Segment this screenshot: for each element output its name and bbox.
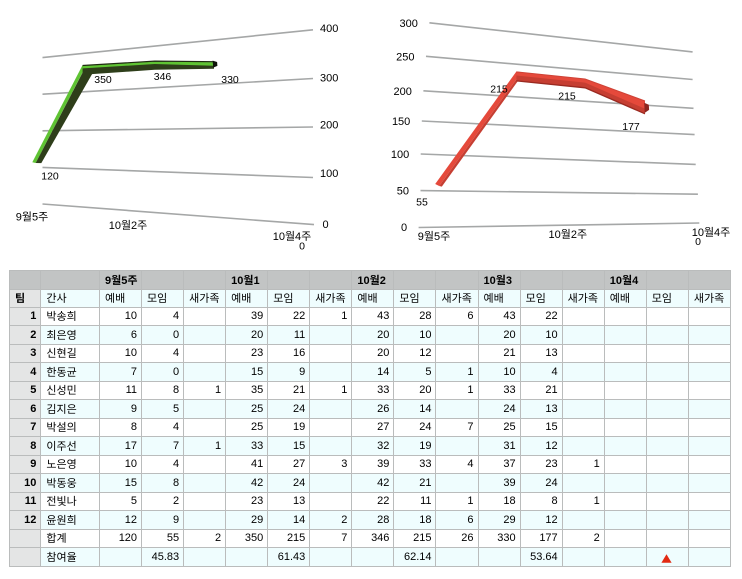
svg-text:0: 0 bbox=[323, 219, 329, 231]
svg-text:300: 300 bbox=[320, 73, 338, 85]
svg-text:215: 215 bbox=[490, 83, 508, 95]
svg-text:9월5주: 9월5주 bbox=[418, 230, 450, 243]
svg-text:9월5주: 9월5주 bbox=[16, 210, 48, 223]
svg-text:346: 346 bbox=[154, 71, 172, 83]
svg-text:150: 150 bbox=[392, 116, 410, 128]
svg-text:200: 200 bbox=[394, 86, 412, 98]
svg-text:0: 0 bbox=[695, 236, 701, 248]
svg-text:10월4주: 10월4주 bbox=[692, 226, 731, 239]
svg-text:350: 350 bbox=[94, 74, 112, 86]
svg-text:215: 215 bbox=[558, 90, 576, 102]
svg-text:300: 300 bbox=[400, 18, 418, 30]
svg-text:0: 0 bbox=[299, 241, 305, 253]
svg-text:400: 400 bbox=[320, 23, 338, 35]
svg-text:10월2주: 10월2주 bbox=[549, 228, 588, 241]
svg-text:120: 120 bbox=[41, 171, 59, 183]
svg-text:100: 100 bbox=[320, 168, 338, 180]
svg-text:10월2주: 10월2주 bbox=[109, 219, 148, 232]
svg-text:50: 50 bbox=[397, 186, 409, 198]
svg-text:100: 100 bbox=[391, 149, 409, 161]
svg-text:330: 330 bbox=[221, 74, 239, 86]
svg-text:55: 55 bbox=[416, 196, 428, 208]
svg-text:10월4주: 10월4주 bbox=[273, 230, 312, 243]
svg-text:0: 0 bbox=[401, 222, 407, 234]
svg-text:177: 177 bbox=[622, 121, 640, 133]
svg-text:250: 250 bbox=[396, 51, 414, 63]
svg-text:200: 200 bbox=[320, 120, 338, 132]
